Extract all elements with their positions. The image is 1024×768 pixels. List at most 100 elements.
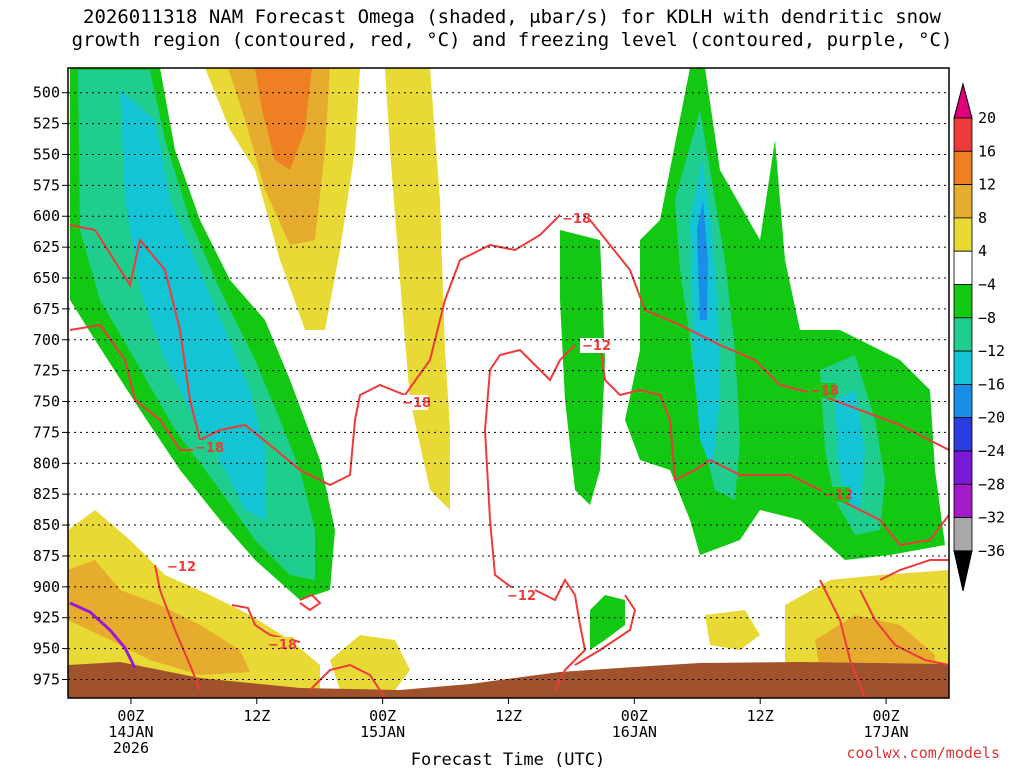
contour-label: −12 (167, 560, 196, 575)
y-tick-label: 925 (33, 609, 60, 627)
contour-label-bg (165, 559, 191, 574)
dgz-contour-line (859, 589, 949, 666)
dgz-contour-line (574, 594, 637, 666)
colorbar-swatch (953, 184, 973, 219)
omega-positive-region (68, 510, 320, 698)
dgz-contour-line (599, 344, 949, 547)
x-tick-date: 17JAN (863, 723, 908, 741)
dgz-contour-line (534, 578, 587, 691)
dgz-contour-line (69, 213, 949, 487)
dgz-contours (69, 213, 949, 698)
dgz-contour-line (154, 564, 201, 691)
colorbar-label: 4 (978, 242, 987, 260)
y-tick-label: 525 (33, 115, 60, 133)
colorbar-label: 20 (978, 109, 996, 127)
colorbar-swatch (953, 250, 973, 285)
dgz-contour-line (483, 344, 576, 591)
colorbar-label: −20 (978, 409, 1005, 427)
colorbar-swatch (953, 383, 973, 419)
colorbar-label: −36 (978, 542, 1005, 560)
contour-label-bg (580, 338, 608, 353)
dgz-contour-line (309, 663, 386, 698)
y-tick-label: 575 (33, 176, 60, 194)
colorbar-label: −32 (978, 509, 1005, 527)
colorbar-label: −4 (978, 276, 996, 294)
colorbar-swatch (953, 317, 973, 352)
colorbar-label: 16 (978, 142, 996, 160)
colorbar-label: −24 (978, 442, 1005, 460)
omega-negative-region (590, 595, 625, 650)
omega-positive-region (385, 68, 450, 510)
omega-shading (68, 68, 949, 698)
contour-label-bg (808, 383, 836, 398)
y-tick-label: 975 (33, 670, 60, 688)
contour-label: −18 (810, 384, 839, 399)
omega-positive-region (330, 635, 410, 690)
colorbar-swatch (953, 450, 973, 485)
dgz-contour-line (69, 323, 200, 451)
colorbar-swatch (953, 284, 973, 319)
x-tick-label: 12Z (747, 707, 774, 725)
contour-label-bg (560, 211, 588, 226)
colorbar-label: −28 (978, 475, 1005, 493)
y-tick-label: 650 (33, 269, 60, 287)
contour-label: −18 (195, 441, 224, 456)
dgz-contour-line (299, 593, 322, 612)
y-tick-label: 850 (33, 516, 60, 534)
colorbar-swatch (953, 483, 973, 518)
y-tick-label: 900 (33, 578, 60, 596)
colorbar-arrow-bottom (953, 550, 973, 592)
chart-title: 2026011318 NAM Forecast Omega (shaded, μ… (71, 6, 953, 51)
x-tick-year: 2026 (113, 739, 149, 757)
omega-negative-region (120, 90, 265, 520)
contour-label-bg (505, 588, 533, 603)
terrain-ground (68, 662, 949, 698)
contour-label: −18 (562, 212, 591, 227)
colorbar-label: 8 (978, 209, 987, 227)
colorbar-label: −16 (978, 375, 1005, 393)
colorbar-swatch (953, 217, 973, 252)
contour-label-bg (193, 440, 221, 455)
dgz-contour-line (879, 559, 949, 581)
credit-text: coolwx.com/models (846, 744, 1000, 762)
x-tick-label: 00Z (369, 707, 396, 725)
y-tick-label: 800 (33, 454, 60, 472)
omega-positive-region (705, 610, 760, 650)
y-tick-label: 625 (33, 238, 60, 256)
colorbar-swatch (953, 150, 973, 186)
y-tick-label: 700 (33, 331, 60, 349)
colorbar-swatch (953, 350, 973, 385)
y-tick-label: 750 (33, 393, 60, 411)
colorbar-label: −8 (978, 309, 996, 327)
x-tick-date: 15JAN (360, 723, 405, 741)
colorbar-label: 12 (978, 176, 996, 194)
colorbar-label: −12 (978, 342, 1005, 360)
y-tick-label: 875 (33, 547, 60, 565)
contour-label-bg (400, 395, 428, 410)
y-tick-label: 600 (33, 207, 60, 225)
contour-label: −12 (824, 488, 853, 503)
y-axis: 500 525 550 575 600 625 650 675 700 725 750 775 800 8… (33, 84, 68, 688)
contour-label: −18 (268, 638, 297, 653)
colorbar-arrow-top (953, 82, 973, 119)
colorbar-swatch (953, 117, 973, 152)
contour-labels: −12 −12 −12 −12 −18 −18 −18 −18 −18 (165, 211, 853, 653)
contour-label: −18 (402, 396, 431, 411)
omega-negative-region (697, 200, 708, 320)
y-tick-label: 500 (33, 84, 60, 102)
freezing-level-contour (69, 601, 137, 669)
y-tick-label: 725 (33, 362, 60, 380)
x-tick-date: 16JAN (612, 723, 657, 741)
y-tick-label: 950 (33, 640, 60, 658)
omega-negative-region (625, 68, 945, 560)
contour-label: −12 (582, 339, 611, 354)
colorbar: 20 16 12 8 4 −4 −8 −12 −16 −20 −24 −28 −32 −36 (953, 82, 1005, 592)
x-tick-label: 00Z (873, 707, 900, 725)
y-tick-label: 550 (33, 145, 60, 163)
x-tick-label: 00Z (117, 707, 144, 725)
x-tick-label: 12Z (495, 707, 522, 725)
x-tick-label: 12Z (243, 707, 270, 725)
x-axis-title: Forecast Time (UTC) (411, 750, 605, 768)
